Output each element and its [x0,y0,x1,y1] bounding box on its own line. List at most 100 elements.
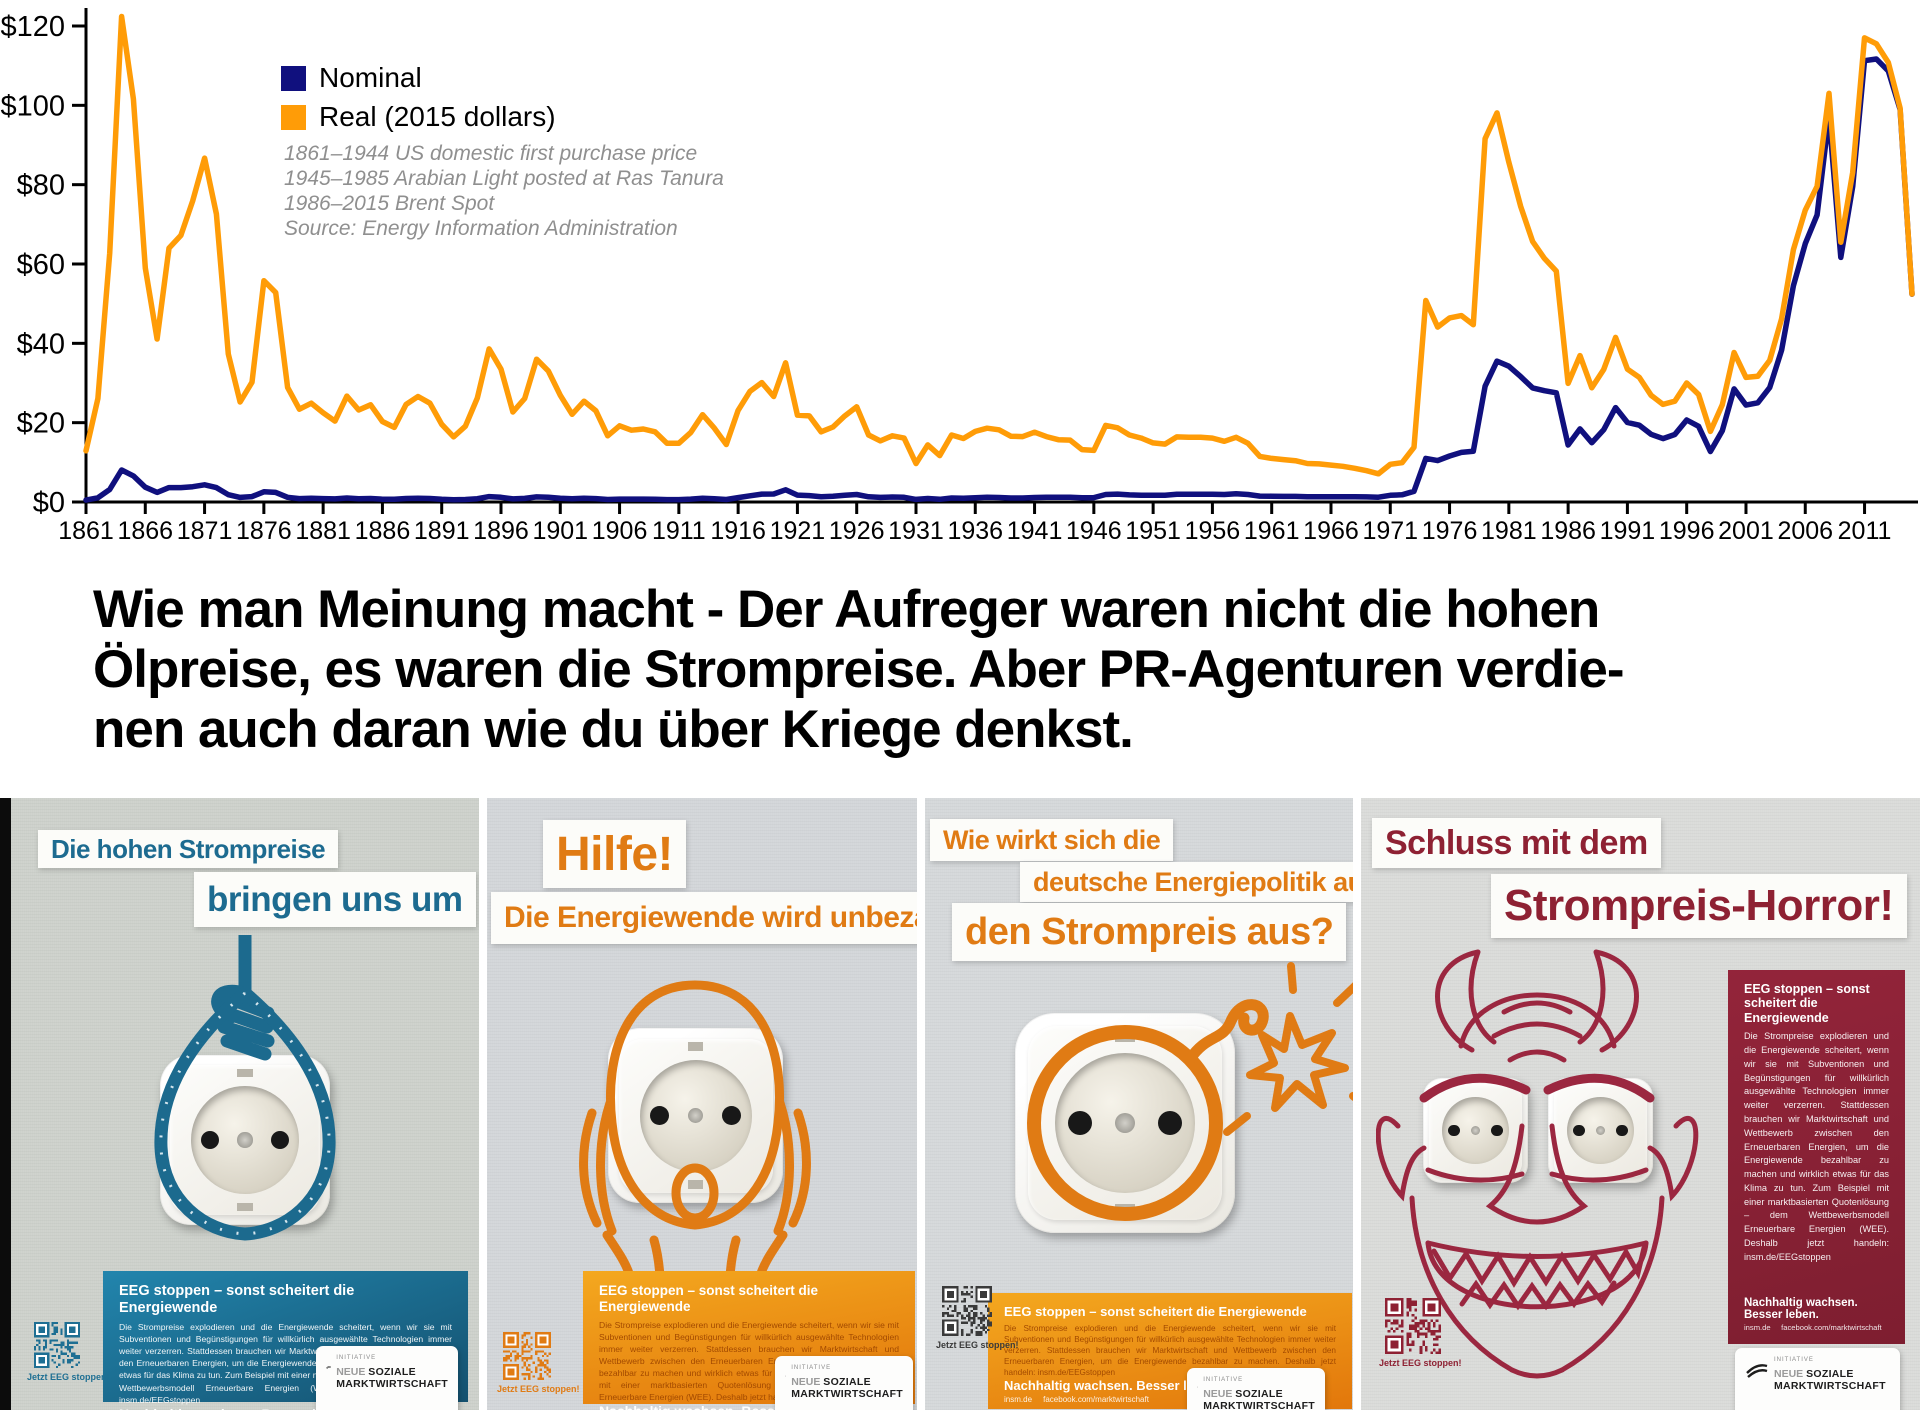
power-outlet [1423,1078,1528,1183]
svg-text:$40: $40 [17,328,65,360]
outlet-screw [687,1107,704,1124]
svg-text:2006: 2006 [1777,517,1833,545]
svg-text:1891: 1891 [414,517,470,545]
svg-text:1956: 1956 [1185,517,1241,545]
outlet-screw [1470,1125,1481,1136]
poster2-infobox: EEG stoppen – sonst scheitert die Energi… [583,1271,915,1410]
poster2-headline-box-1: Hilfe! [543,820,686,888]
svg-text:1926: 1926 [829,517,885,545]
svg-text:1946: 1946 [1066,517,1122,545]
poster4-infobox: EEG stoppen – sonst scheitert die Energi… [1728,970,1905,1344]
qr-caption: Jetzt EEG stoppen! [936,1340,1019,1350]
logo-soziale: SOZIALE [823,1375,871,1388]
qr-caption: Jetzt EEG stoppen! [27,1372,110,1382]
qr-code [942,1286,992,1336]
logo-marktwirtschaft: MARKTWIRTSCHAFT [336,1378,448,1391]
svg-text:$0: $0 [33,487,65,519]
infobox-title: EEG stoppen – sonst scheitert die Energi… [599,1283,819,1314]
logo-swoosh-icon [1197,1386,1199,1388]
svg-text:$100: $100 [0,90,65,122]
poster3-headline-box-2: deutsche Energiepolitik auf [1020,862,1353,902]
poster3-headline-1: Wie wirkt sich die [943,824,1161,855]
outlet-hole [721,1105,741,1126]
outlet-hole [1573,1124,1585,1137]
outlet-hole [1158,1110,1183,1136]
logo-neue: NEUE [1774,1367,1807,1380]
poster3-headline-box-1: Wie wirkt sich die [930,819,1174,861]
infobox-body: Die Strompreise explodieren und die Ener… [599,1320,899,1403]
annotation-line: 1861–1944 US domestic first purchase pri… [284,142,698,165]
infobox-tagline: Nachhaltig wachsen. Besser leben. [1004,1378,1221,1394]
logo-swoosh-icon [785,1375,787,1377]
annotation-line: 1945–1985 Arabian Light posted at Ras Ta… [284,167,724,190]
nominal-swatch-icon [281,65,306,91]
devil-face-graphic [1376,949,1699,1379]
infobox-links: insm.de facebook.com/marktwirtschaft [1744,1323,1882,1332]
caption-headline: Wie man Meinung macht - Der Aufreger war… [93,580,1853,760]
svg-text:1976: 1976 [1422,517,1478,545]
svg-text:1981: 1981 [1481,517,1537,545]
poster3-headline-2: deutsche Energiepolitik auf [1033,866,1353,897]
svg-text:1986: 1986 [1540,517,1596,545]
poster-strompreis-horror-devil: Schluss mit dem Strompreis-Horror! [1361,798,1920,1410]
logo-neue: NEUE [336,1365,369,1378]
caption-line-2: Ölpreise, es waren die Strompreise. Aber… [93,640,1624,699]
outlet-screw [1595,1125,1606,1136]
poster2-headline-2: Die Energiewende wird unbezahlbar [504,901,917,934]
poster2-headline-1: Hilfe! [556,827,674,881]
svg-text:1931: 1931 [888,517,944,545]
poster2-headline-box-2: Die Energiewende wird unbezahlbar [491,892,917,944]
power-outlet [1548,1078,1653,1183]
logo-neue: NEUE [1203,1387,1236,1400]
svg-text:$60: $60 [17,249,65,281]
logo-neue: NEUE [791,1375,824,1388]
svg-text:1966: 1966 [1303,517,1359,545]
poster1-headline-box-1: Die hohen Strompreise [38,830,339,868]
annotation-line: 1986–2015 Brent Spot [284,192,495,215]
qr-caption: Jetzt EEG stoppen! [497,1384,580,1394]
logo-initiative: INITIATIVE [791,1365,832,1371]
infobox-links: insm.de facebook.com/marktwirtschaft [1004,1395,1149,1405]
svg-text:1971: 1971 [1362,517,1418,545]
svg-text:1861: 1861 [58,517,114,545]
logo-swoosh-icon [326,1365,331,1369]
logo-soziale: SOZIALE [368,1365,416,1378]
poster1-headline-1: Die hohen Strompreise [51,833,326,864]
legend-row-nominal: Nominal [281,62,422,93]
chart-annotations: 1861–1944 US domestic first purchase pri… [284,141,724,241]
power-outlet [160,1055,330,1225]
svg-text:1906: 1906 [592,517,648,545]
svg-text:2011: 2011 [1838,517,1892,545]
infobox-tagline: Nachhaltig wachsen. Besser leben. [599,1403,899,1410]
svg-text:1961: 1961 [1244,517,1300,545]
svg-text:$80: $80 [17,170,65,202]
svg-text:1916: 1916 [710,517,766,545]
svg-text:1951: 1951 [1125,517,1181,545]
outlet-screw [1115,1113,1135,1133]
svg-text:1921: 1921 [770,517,826,545]
outlet-hole [200,1130,220,1150]
left-black-bar [0,798,11,1410]
poster-strompreise-noose: Die hohen Strompreise bringen uns um EEG… [11,798,479,1410]
bomb-graphic [1027,962,1353,1221]
svg-text:1991: 1991 [1600,517,1656,545]
logo-initiative: INITIATIVE [1203,1377,1244,1383]
svg-text:1876: 1876 [236,517,292,545]
svg-text:1996: 1996 [1659,517,1715,545]
svg-text:1941: 1941 [1007,517,1063,545]
outlet-tab [237,1202,253,1212]
qr-caption: Jetzt EEG stoppen! [1379,1358,1462,1368]
insm-logo: INITIATIVE NEUE SOZIALE MARKTWIRTSCHAFT [1187,1368,1325,1410]
caption-line-3: nen auch daran wie du über Kriege denkst… [93,700,1134,759]
poster1-infobox: EEG stoppen – sonst scheitert die Energi… [103,1271,468,1410]
svg-text:1936: 1936 [947,517,1003,545]
annotation-line: Source: Energy Information Administratio… [284,217,678,240]
power-outlet [608,1028,783,1203]
qr-code [503,1332,551,1380]
infobox-title: EEG stoppen – sonst scheitert die Energi… [119,1283,355,1316]
oil-price-chart-section: $0 $20 $40 $60 $80 $100 $120 1861 1866 1871 1876 18… [0,0,1920,545]
logo-marktwirtschaft: MARKTWIRTSCHAFT [1774,1380,1886,1393]
outlet-hole [270,1130,290,1150]
svg-text:$120: $120 [0,11,65,43]
